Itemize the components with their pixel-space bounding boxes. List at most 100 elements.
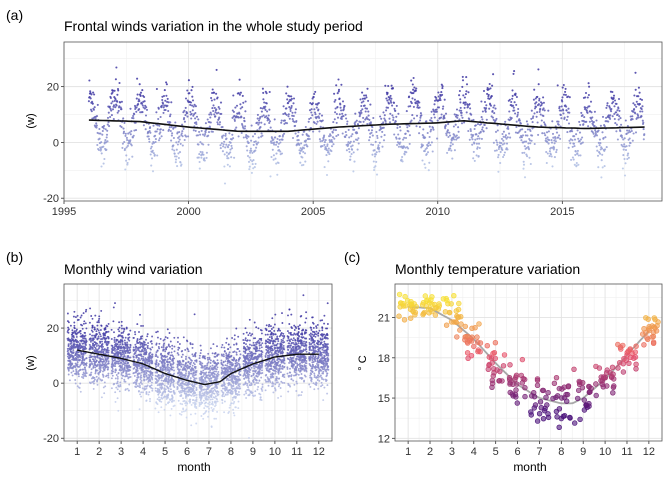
chart-a-point xyxy=(550,141,554,144)
chart-a-point xyxy=(291,114,294,117)
chart-b-point xyxy=(151,335,154,338)
chart-a-point xyxy=(360,104,363,108)
chart-a-point xyxy=(245,145,248,148)
chart-a-point xyxy=(513,101,516,104)
chart-b-point xyxy=(95,359,98,362)
chart-b-point xyxy=(150,384,153,387)
chart-b-point xyxy=(215,368,218,371)
chart-b-ylabel: (w) xyxy=(25,355,37,370)
chart-a-point xyxy=(408,142,411,145)
chart-a-point xyxy=(514,112,517,115)
chart-a-point xyxy=(285,92,288,95)
chart-b-point xyxy=(102,386,105,389)
chart-a-point xyxy=(410,79,413,82)
chart-a-point xyxy=(575,164,578,167)
chart-a-point xyxy=(337,88,341,91)
chart-a-point xyxy=(325,173,329,177)
chart-a-point xyxy=(273,143,276,146)
chart-a-point xyxy=(456,116,459,119)
chart-a-point xyxy=(430,110,433,113)
chart-a-point xyxy=(295,119,298,123)
chart-a-point xyxy=(510,100,513,104)
chart-b-point xyxy=(96,337,99,340)
chart-a-point xyxy=(515,95,518,99)
chart-a-point xyxy=(286,98,289,101)
chart-a-point xyxy=(175,155,178,158)
chart-b-point xyxy=(107,337,110,340)
chart-a-point xyxy=(363,97,366,100)
chart-b-xlabel: month xyxy=(177,460,210,474)
chart-b-point xyxy=(107,336,110,339)
chart-a-point xyxy=(327,151,330,154)
chart-b-point xyxy=(216,410,219,413)
chart-a-point xyxy=(481,126,484,129)
chart-a-point xyxy=(497,153,500,156)
chart-b-point xyxy=(66,355,69,358)
chart-b-point xyxy=(154,377,157,380)
chart-a-point xyxy=(242,136,245,139)
chart-b-point xyxy=(94,369,97,372)
chart-b-point xyxy=(145,338,147,341)
chart-a-point xyxy=(336,92,339,95)
chart-a-point xyxy=(424,166,427,169)
chart-b-point xyxy=(113,364,115,367)
chart-a-point xyxy=(179,142,182,145)
chart-a-point xyxy=(405,110,408,113)
chart-b-point xyxy=(205,395,208,398)
chart-a-point xyxy=(461,116,464,119)
chart-a-point xyxy=(218,116,221,119)
chart-a-xtick-label: 2005 xyxy=(301,206,325,218)
chart-b-point xyxy=(138,385,141,388)
chart-b-point xyxy=(216,354,219,357)
chart-a-point xyxy=(373,169,376,172)
chart-b-point xyxy=(84,341,87,344)
chart-a-point xyxy=(431,150,434,153)
chart-b-point xyxy=(208,403,211,406)
chart-b-point xyxy=(83,331,86,334)
chart-b-point xyxy=(113,341,116,343)
chart-b-point xyxy=(184,390,187,393)
chart-b-point xyxy=(173,399,175,402)
chart-a-point xyxy=(247,141,250,144)
chart-a-point xyxy=(457,126,460,129)
chart-b-point xyxy=(140,335,142,338)
chart-a-point xyxy=(499,161,502,165)
chart-a-point xyxy=(559,113,562,117)
chart-b-point xyxy=(207,415,210,418)
chart-a-point xyxy=(580,111,583,114)
chart-a-point xyxy=(449,147,452,150)
chart-b-point xyxy=(85,372,88,375)
chart-b-point xyxy=(136,342,139,344)
chart-a-point xyxy=(426,131,429,135)
chart-a-point xyxy=(117,109,120,112)
chart-a-point xyxy=(459,106,462,109)
chart-a-point xyxy=(279,150,282,153)
chart-a-point xyxy=(622,148,625,151)
chart-a-point xyxy=(219,144,222,147)
chart-b-point xyxy=(79,335,82,338)
chart-b-point xyxy=(67,343,70,346)
chart-b-point xyxy=(106,347,109,350)
chart-b-point xyxy=(167,361,170,364)
chart-b-point xyxy=(99,378,102,381)
chart-a-point xyxy=(529,142,532,145)
chart-a-point xyxy=(133,129,136,132)
chart-b-point xyxy=(107,322,110,325)
chart-a-point xyxy=(391,114,394,117)
chart-a-point xyxy=(209,111,212,114)
chart-b-point xyxy=(149,397,151,400)
chart-a-point xyxy=(132,117,135,120)
chart-a-point xyxy=(530,109,533,112)
chart-b-point xyxy=(124,380,127,383)
chart-a-point xyxy=(226,154,229,158)
chart-a-point xyxy=(113,99,116,102)
chart-b-point xyxy=(169,358,172,361)
chart-a-point xyxy=(612,96,615,100)
chart-b-point xyxy=(212,390,215,392)
chart-a-point xyxy=(160,104,163,107)
chart-a-point xyxy=(115,66,118,69)
chart-b-point xyxy=(85,375,87,378)
chart-a-point xyxy=(612,100,615,104)
chart-b-point xyxy=(214,390,217,392)
chart-a-point xyxy=(418,106,421,109)
